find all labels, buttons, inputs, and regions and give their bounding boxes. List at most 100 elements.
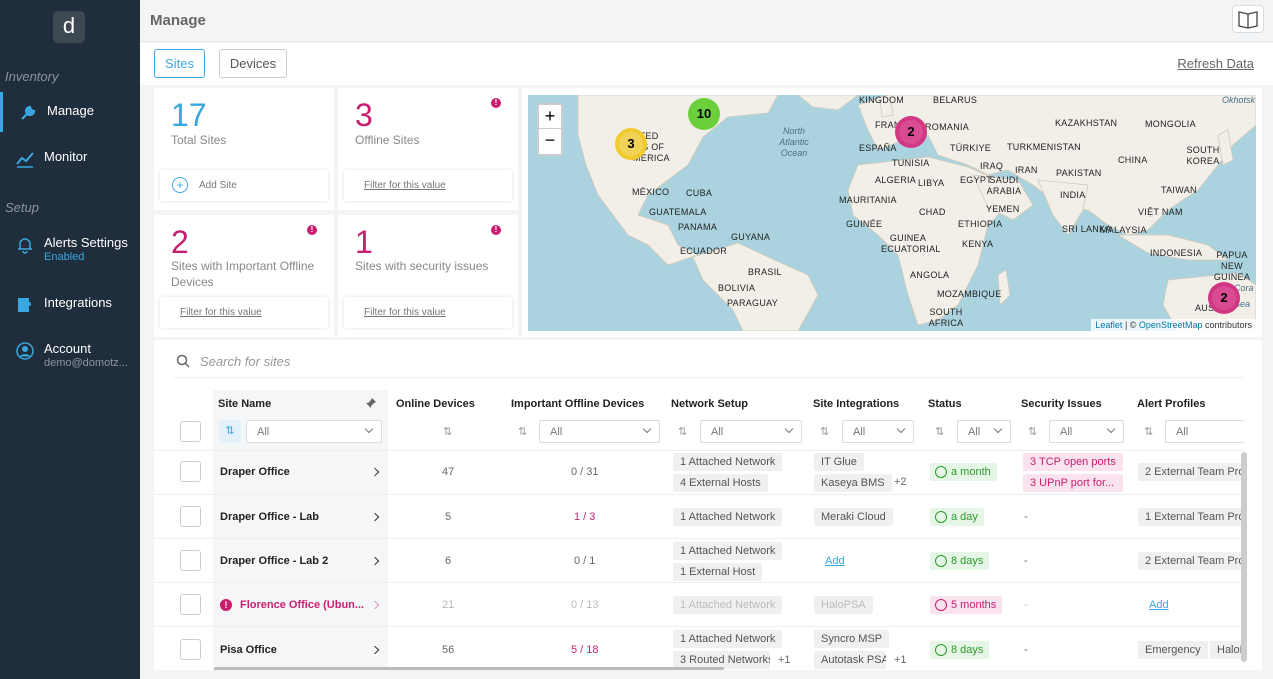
integration-more[interactable]: +2 [894,476,907,488]
table-row[interactable]: Pisa Office 56 5 / 18 1 Attached Network… [154,626,1244,670]
horizontal-scrollbar[interactable] [214,667,724,670]
map-cluster-marker[interactable]: 2 [1208,282,1240,314]
chevron-down-icon [364,424,374,434]
map-country-label: PARAGUAY [727,298,779,308]
map-country-label: SRI LANKA [1062,224,1112,234]
network-setup-tag: 1 Attached Network [673,630,783,648]
sort-icon[interactable]: ⇅ [678,426,688,438]
map-cluster-marker[interactable]: 2 [895,116,927,148]
map-cluster-marker[interactable]: 3 [615,128,647,160]
sort-icon[interactable]: ⇅ [518,426,528,438]
alert-profile-tag: 1 External Team Pro [1138,508,1242,526]
site-name[interactable]: Florence Office (Ubun... [240,599,365,611]
select-all-checkbox[interactable] [180,421,201,442]
tab-devices[interactable]: Devices [219,49,287,78]
sidebar-item-label: Integrations [44,295,112,310]
filter-offline-sites-button[interactable]: Filter for this value [344,170,512,201]
chevron-right-icon[interactable] [370,556,380,566]
zoom-out-button[interactable]: − [544,130,556,150]
pin-icon[interactable] [365,397,377,409]
sort-icon[interactable]: ⇅ [1144,426,1154,438]
filter-security-issues-button[interactable]: Filter for this value [344,297,512,328]
column-header-site-integrations[interactable]: Site Integrations [813,398,900,410]
app-logo[interactable]: d [53,11,85,43]
column-header-security-issues[interactable]: Security Issues [1021,398,1102,410]
add-integration-link[interactable]: Add [825,555,845,567]
site-name[interactable]: Draper Office - Lab 2 [220,555,329,567]
filter-status[interactable]: All [957,420,1011,443]
chevron-down-icon [784,424,794,434]
sidebar-item-integrations[interactable]: Integrations [0,284,140,324]
row-checkbox[interactable] [180,594,201,615]
chevron-right-icon[interactable] [370,600,380,610]
sidebar-item-manage[interactable]: Manage [0,92,140,132]
row-checkbox[interactable] [180,639,201,660]
sort-icon[interactable]: ⇅ [1028,426,1038,438]
sidebar-item-label: Account [44,341,91,356]
column-header-online-devices[interactable]: Online Devices [396,398,475,410]
site-name[interactable]: Draper Office - Lab [220,511,320,523]
map-country-label: IRAN [1015,165,1038,175]
sidebar-item-alerts-settings[interactable]: Alerts Settings Enabled [0,224,140,264]
map-country-label: MAURITANIA [839,195,897,205]
security-issues: - [1024,511,1028,523]
filter-important-offline[interactable]: All [539,420,660,443]
row-checkbox[interactable] [180,506,201,527]
map-country-label: EGYPT [960,175,993,185]
sort-icon[interactable]: ⇅ [443,426,453,438]
network-setup-tag: 1 Attached Network [673,596,783,614]
filter-network-setup[interactable]: All [700,420,802,443]
column-header-network-setup[interactable]: Network Setup [671,398,749,410]
map-cluster-marker[interactable]: 10 [688,98,720,130]
integration-more[interactable]: +1 [894,654,907,666]
map-country-label: KENYA [962,239,994,249]
tab-sites[interactable]: Sites [154,49,205,78]
docs-button[interactable] [1232,5,1264,33]
filter-important-offline-button[interactable]: Filter for this value [160,297,328,328]
add-site-label: Add Site [199,180,237,191]
column-header-status[interactable]: Status [928,398,962,410]
table-row[interactable]: ! Florence Office (Ubun... 21 0 / 13 1 A… [154,582,1244,626]
table-row[interactable]: Draper Office 47 0 / 31 1 Attached Netwo… [154,450,1244,494]
sort-button-site-name[interactable]: ⇅ [219,420,241,443]
map-country-label: PAKISTAN [1056,168,1102,178]
filter-site-integrations[interactable]: All [842,420,914,443]
refresh-data-link[interactable]: Refresh Data [1177,56,1254,71]
column-header-important-offline[interactable]: Important Offline Devices [511,398,645,410]
leaflet-link[interactable]: Leaflet [1095,320,1123,330]
chevron-right-icon[interactable] [370,512,380,522]
sidebar-item-monitor[interactable]: Monitor [0,138,140,178]
add-site-button[interactable]: + Add Site [160,170,328,201]
chevron-right-icon[interactable] [370,467,380,477]
table-row[interactable]: Draper Office - Lab 2 6 0 / 1 1 Attached… [154,538,1244,582]
site-search[interactable]: Search for sites [174,350,1244,378]
sort-icon[interactable]: ⇅ [820,426,830,438]
search-icon [176,354,190,368]
online-devices: 21 [442,599,455,611]
inventory-section-label: Inventory [5,69,59,84]
row-checkbox[interactable] [180,461,201,482]
network-setup-more[interactable]: +1 [778,654,791,666]
sidebar-item-label: Manage [47,103,94,118]
column-header-alert-profiles[interactable]: Alert Profiles [1137,398,1206,410]
puzzle-icon [18,298,31,312]
openstreetmap-link[interactable]: OpenStreetMap [1138,320,1203,330]
vertical-scrollbar[interactable] [1241,452,1247,662]
row-checkbox[interactable] [180,550,201,571]
sort-icon[interactable]: ⇅ [935,426,945,438]
filter-alert-profiles[interactable]: All [1165,420,1245,443]
sites-map[interactable]: + − 10 3 2 2 KINGDOM BELARUS KAZAKHSTAN … [528,95,1256,331]
site-name[interactable]: Draper Office [220,466,290,478]
filter-site-name[interactable]: All [246,420,382,443]
table-row[interactable]: Draper Office - Lab 5 1 / 3 1 Attached N… [154,494,1244,538]
add-alert-profile-link[interactable]: Add [1149,599,1169,611]
column-header-site-name[interactable]: Site Name [218,398,272,410]
zoom-in-button[interactable]: + [539,105,561,129]
filter-security-issues[interactable]: All [1049,420,1124,443]
filter-link-label: Filter for this value [364,307,446,318]
sidebar-item-account[interactable]: Account demo@domotz... [0,330,140,370]
site-name[interactable]: Pisa Office [220,644,277,656]
map-country-label: ECUADOR [680,246,728,256]
chevron-right-icon[interactable] [370,645,380,655]
page-title: Manage [150,12,206,29]
